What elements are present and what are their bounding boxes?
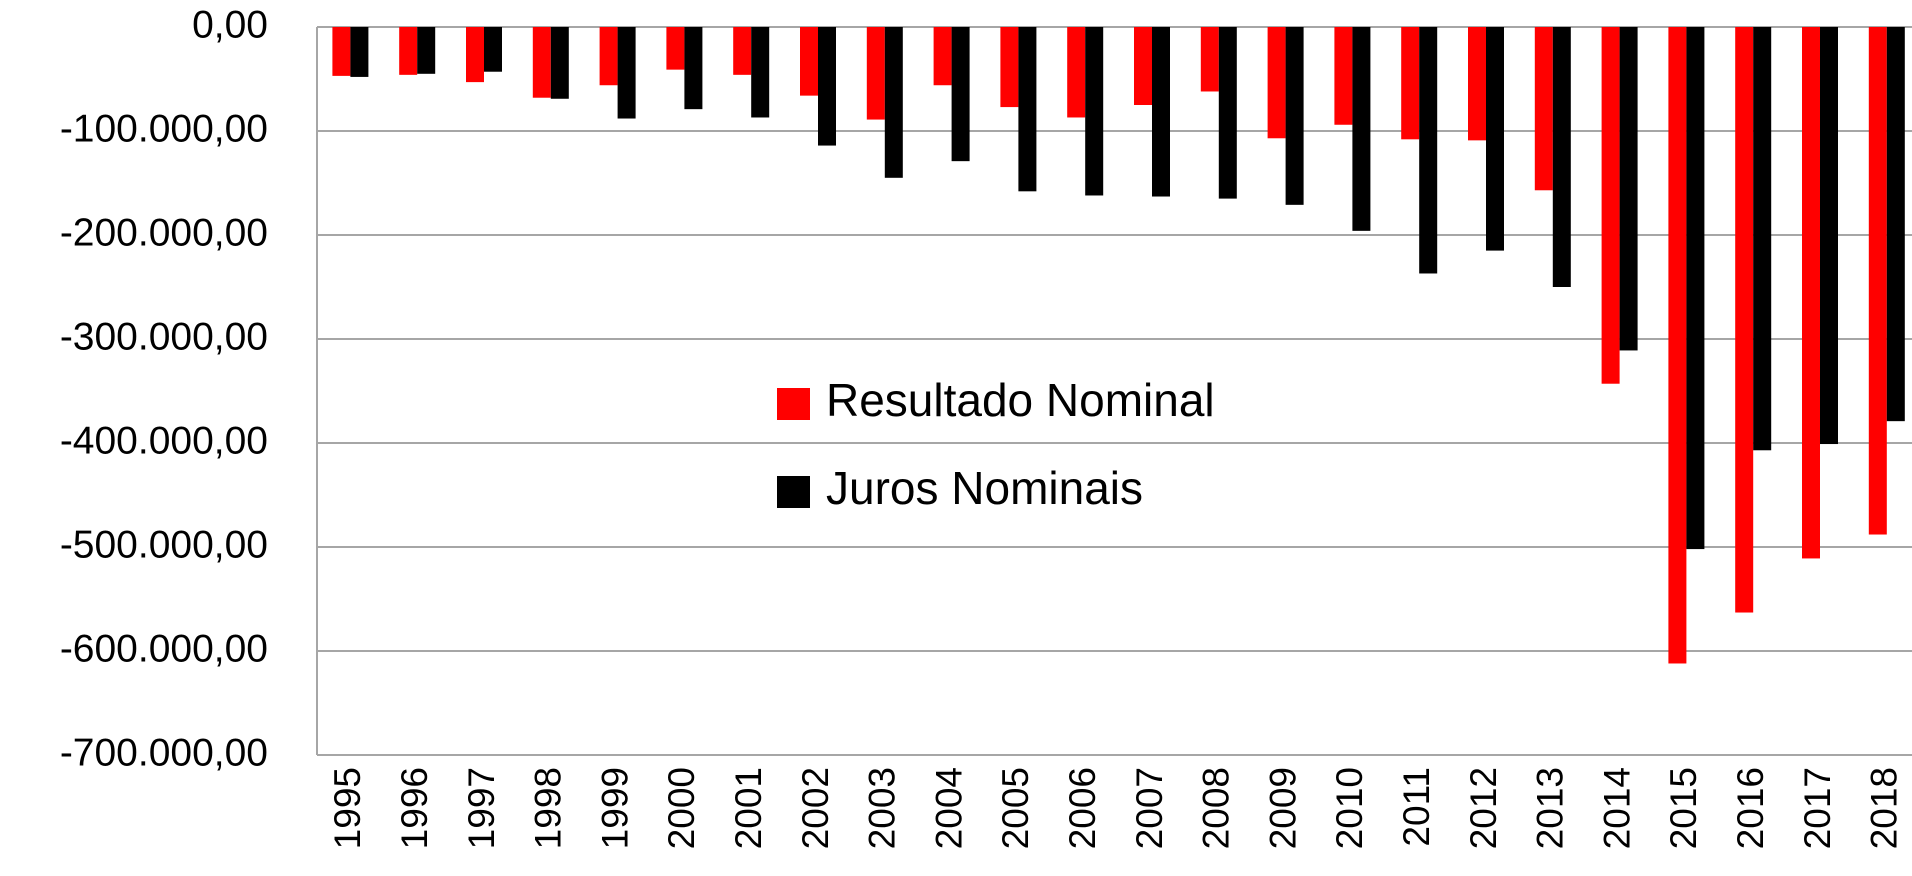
x-tick-label: 2013 — [1530, 767, 1571, 849]
x-tick-label: 2003 — [862, 767, 903, 849]
bar — [1686, 27, 1705, 550]
bar — [1152, 27, 1170, 197]
bar — [1468, 27, 1486, 141]
y-tick-label: -200.000,00 — [60, 211, 268, 254]
bar — [1000, 27, 1019, 108]
bar — [617, 27, 636, 119]
bar — [1134, 27, 1152, 105]
bar — [1886, 27, 1905, 422]
x-tick-label: 2005 — [995, 767, 1036, 849]
bar — [350, 27, 369, 77]
bar — [884, 27, 903, 178]
bar — [399, 27, 418, 75]
x-tick-label: 2010 — [1329, 767, 1370, 849]
x-tick-label: 2004 — [928, 767, 969, 849]
x-tick-label: 1997 — [461, 767, 502, 849]
bar — [332, 27, 351, 76]
bar — [1802, 27, 1820, 559]
bar — [1820, 27, 1838, 445]
y-tick-label: -700.000,00 — [60, 731, 268, 774]
x-tick-label: 2008 — [1196, 767, 1237, 849]
bar — [866, 27, 885, 120]
bar — [684, 27, 703, 110]
bar — [733, 27, 752, 75]
bar — [1619, 27, 1638, 351]
bar — [800, 27, 818, 96]
bar — [1267, 27, 1286, 139]
bar — [1534, 27, 1553, 191]
bar — [751, 27, 770, 118]
y-tick-label: -100.000,00 — [60, 107, 268, 150]
x-tick-label: 2001 — [728, 767, 769, 849]
y-tick-label: -300.000,00 — [60, 315, 268, 358]
bar — [666, 27, 685, 70]
bar — [466, 27, 484, 83]
bar — [1552, 27, 1571, 287]
bar — [1668, 27, 1687, 664]
bar — [1352, 27, 1371, 231]
y-tick-label: -500.000,00 — [60, 523, 268, 566]
bar — [1753, 27, 1772, 451]
bar — [1200, 27, 1219, 92]
bar — [1419, 27, 1438, 274]
x-tick-label: 2011 — [1396, 767, 1437, 847]
bar — [1401, 27, 1420, 140]
bar — [417, 27, 436, 74]
bar — [818, 27, 836, 146]
x-tick-label: 1996 — [394, 767, 435, 849]
bar — [550, 27, 569, 99]
legend-swatch — [777, 388, 810, 420]
x-tick-label: 2012 — [1463, 767, 1504, 849]
x-tick-label: 2015 — [1663, 767, 1704, 849]
bar — [599, 27, 618, 86]
x-tick-label: 2014 — [1596, 767, 1637, 849]
bar — [1601, 27, 1620, 384]
bar — [933, 27, 952, 86]
x-tick-label: 1995 — [327, 767, 368, 849]
x-tick-label: 1999 — [594, 767, 635, 849]
x-tick-label: 2018 — [1864, 767, 1905, 849]
bar — [1085, 27, 1104, 196]
bar — [1334, 27, 1353, 125]
legend-label: Juros Nominais — [826, 462, 1143, 514]
bar — [1735, 27, 1754, 613]
bar — [1486, 27, 1504, 251]
x-tick-label: 2006 — [1062, 767, 1103, 849]
x-tick-label: 2016 — [1730, 767, 1771, 849]
y-tick-label: 0,00 — [192, 3, 268, 46]
bar — [951, 27, 970, 162]
x-tick-label: 2009 — [1262, 767, 1303, 849]
x-tick-label: 2002 — [795, 767, 836, 849]
bar — [532, 27, 551, 98]
y-tick-label: -400.000,00 — [60, 419, 268, 462]
bar — [484, 27, 502, 72]
legend-swatch — [777, 476, 810, 508]
bar — [1218, 27, 1237, 199]
y-tick-label: -600.000,00 — [60, 627, 268, 670]
x-tick-label: 1998 — [528, 767, 569, 849]
legend-label: Resultado Nominal — [826, 374, 1215, 426]
x-tick-label: 2007 — [1129, 767, 1170, 849]
bar — [1067, 27, 1086, 118]
bar — [1285, 27, 1304, 205]
bar — [1868, 27, 1887, 535]
x-tick-label: 2017 — [1797, 767, 1838, 849]
bar — [1018, 27, 1037, 192]
x-tick-label: 2000 — [661, 767, 702, 849]
